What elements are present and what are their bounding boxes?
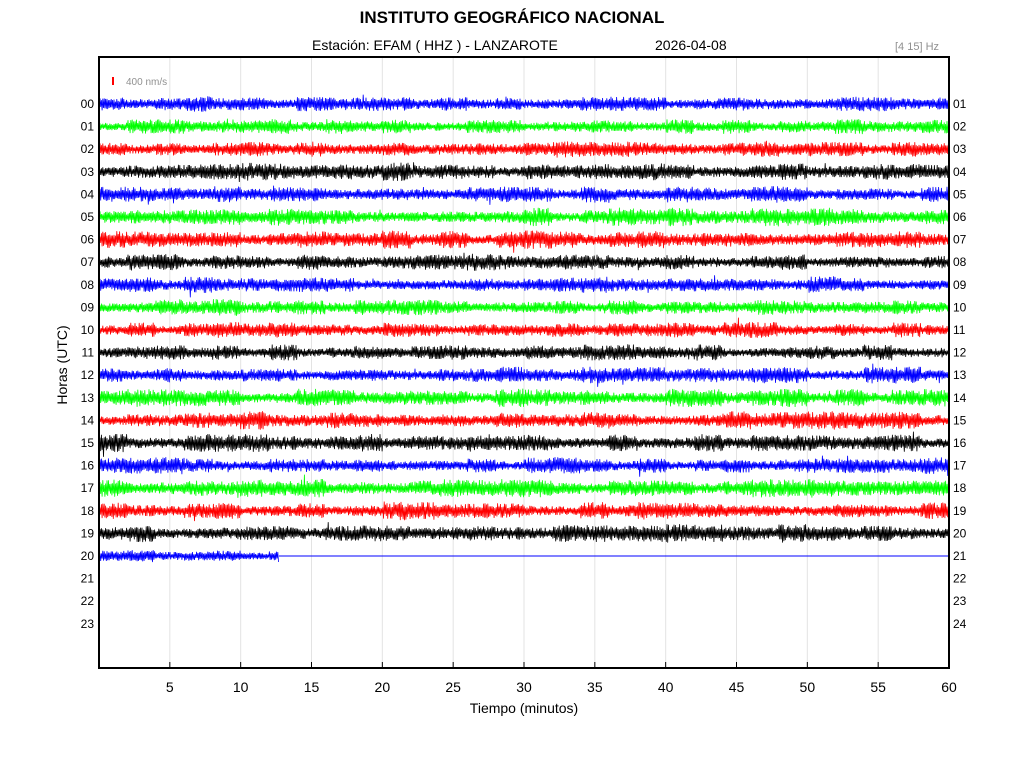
left-hour-label: 15: [81, 436, 95, 450]
x-tick-label: 50: [800, 679, 816, 695]
x-tick-label: 35: [587, 679, 603, 695]
date-label: 2026-04-08: [655, 37, 727, 53]
left-hour-label: 17: [81, 481, 95, 495]
left-hour-label: 10: [81, 323, 95, 337]
scale-bar-mark: [112, 77, 114, 85]
trace-line: [99, 185, 949, 205]
trace-line: [99, 522, 949, 543]
right-hour-label: 21: [953, 549, 967, 563]
frequency-band-label: [4 15] Hz: [895, 41, 940, 53]
trace-line: [99, 388, 949, 408]
trace-line: [99, 455, 949, 477]
right-hour-label: 19: [953, 504, 967, 518]
left-hour-label: 13: [81, 391, 95, 405]
left-hour-label: 03: [81, 165, 95, 179]
x-tick-label: 25: [445, 679, 461, 695]
right-hour-label: 20: [953, 526, 967, 540]
left-hour-label: 02: [81, 142, 95, 156]
left-hour-label: 22: [81, 594, 95, 608]
x-tick-label: 45: [729, 679, 745, 695]
grid-lines: [169, 57, 879, 668]
right-hour-label: 17: [953, 459, 967, 473]
right-hour-label: 01: [953, 97, 967, 111]
trace-line: [99, 363, 949, 387]
scale-bar-label: 400 nm/s: [126, 77, 167, 88]
trace-line: [99, 431, 949, 457]
left-hour-label: 14: [81, 413, 95, 427]
left-hour-label: 05: [81, 210, 95, 224]
seismic-traces: [99, 94, 949, 563]
left-hour-label: 19: [81, 526, 95, 540]
trace-line: [99, 252, 949, 271]
trace-line: [99, 207, 949, 227]
trace-line: [99, 501, 949, 522]
left-hour-label: 20: [81, 549, 95, 563]
left-hour-label: 08: [81, 278, 95, 292]
left-hour-label: 23: [81, 617, 95, 631]
x-axis-label: Tiempo (minutos): [469, 700, 579, 716]
left-hour-label: 18: [81, 504, 95, 518]
trace-line: [99, 474, 949, 498]
trace-line: [99, 344, 949, 361]
x-tick-label: 20: [375, 679, 391, 695]
trace-line: [99, 140, 949, 158]
x-tick-label: 10: [233, 679, 249, 695]
right-hour-label: 18: [953, 481, 967, 495]
right-hour-label: 22: [953, 572, 967, 586]
right-hour-label: 11: [953, 323, 966, 337]
x-tick-label: 5: [166, 679, 174, 695]
right-hour-label: 08: [953, 255, 967, 269]
right-hour-label: 07: [953, 233, 967, 247]
page-title: INSTITUTO GEOGRÁFICO NACIONAL: [359, 8, 665, 27]
right-hour-label: 16: [953, 436, 967, 450]
right-hour-label: 23: [953, 594, 967, 608]
right-hour-label: 03: [953, 142, 967, 156]
right-hour-label: 05: [953, 187, 967, 201]
trace-line: [99, 299, 949, 316]
right-hour-labels: 01 02 03 04 05 06 07 08 09 10 11 12 13 14 15 16 17 18 19 20…: [953, 97, 967, 631]
trace-line: [99, 94, 949, 112]
scale-bar: 400 nm/s: [112, 77, 167, 88]
left-hour-labels: 00 01 02 03 04 05 06 07 08 09 10 11 12 13 14 15 16 17 18 19…: [81, 97, 95, 631]
left-hour-label: 06: [81, 233, 95, 247]
left-hour-label: 04: [81, 187, 95, 201]
trace-line: [99, 118, 949, 135]
station-label: Estación: EFAM ( HHZ ) - LANZAROTE: [312, 37, 558, 53]
trace-line: [99, 411, 949, 430]
x-tick-label: 55: [870, 679, 886, 695]
left-hour-label: 01: [81, 120, 95, 134]
x-tick-label: 60: [941, 679, 957, 695]
left-hour-label: 07: [81, 255, 95, 269]
right-hour-label: 14: [953, 391, 967, 405]
trace-line: [99, 550, 279, 563]
x-tick-label: 15: [304, 679, 320, 695]
right-hour-label: 15: [953, 413, 967, 427]
right-hour-label: 09: [953, 278, 967, 292]
left-hour-label: 12: [81, 368, 95, 382]
trace-line: [99, 275, 949, 298]
right-hour-label: 24: [953, 617, 967, 631]
left-hour-label: 16: [81, 459, 95, 473]
x-axis-ticks: 5 10 15 20 25 30 35 40 45 50 55 60: [166, 662, 957, 695]
plot-frame: [98, 56, 950, 669]
right-hour-label: 06: [953, 210, 967, 224]
right-hour-label: 12: [953, 346, 967, 360]
trace-line: [99, 162, 949, 183]
right-hour-label: 04: [953, 165, 967, 179]
x-tick-label: 30: [516, 679, 532, 695]
left-hour-label: 00: [81, 97, 95, 111]
left-hour-label: 21: [81, 572, 95, 586]
trace-line: [99, 230, 949, 253]
right-hour-label: 02: [953, 120, 967, 134]
left-hour-label: 09: [81, 300, 95, 314]
trace-line: [99, 317, 949, 338]
x-tick-label: 40: [658, 679, 674, 695]
right-hour-label: 10: [953, 300, 967, 314]
right-hour-label: 13: [953, 368, 967, 382]
left-hour-label: 11: [82, 346, 95, 360]
